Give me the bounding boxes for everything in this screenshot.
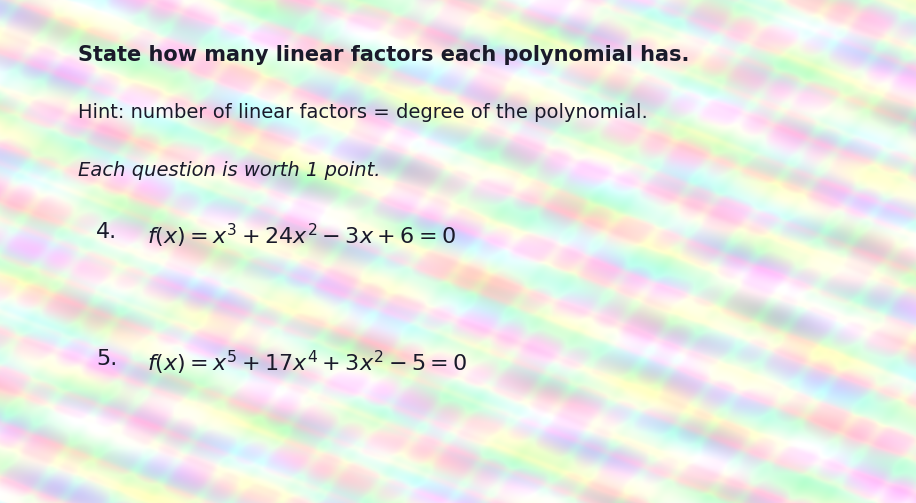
Text: 4.: 4. — [96, 222, 117, 242]
Text: $f(x) = x^{5} + 17x^{4} + 3x^{2}  - 5 = 0$: $f(x) = x^{5} + 17x^{4} + 3x^{2} - 5 = 0… — [147, 349, 467, 377]
Text: Each question is worth 1 point.: Each question is worth 1 point. — [78, 161, 380, 180]
Text: 5.: 5. — [96, 349, 117, 369]
Text: Hint: number of linear factors = degree of the polynomial.: Hint: number of linear factors = degree … — [78, 103, 648, 122]
Text: State how many linear factors each polynomial has.: State how many linear factors each polyn… — [78, 45, 689, 65]
Text: $f(x) = x^{3} + 24x^{2} - 3x  +  6 = 0$: $f(x) = x^{3} + 24x^{2} - 3x + 6 = 0$ — [147, 222, 455, 250]
